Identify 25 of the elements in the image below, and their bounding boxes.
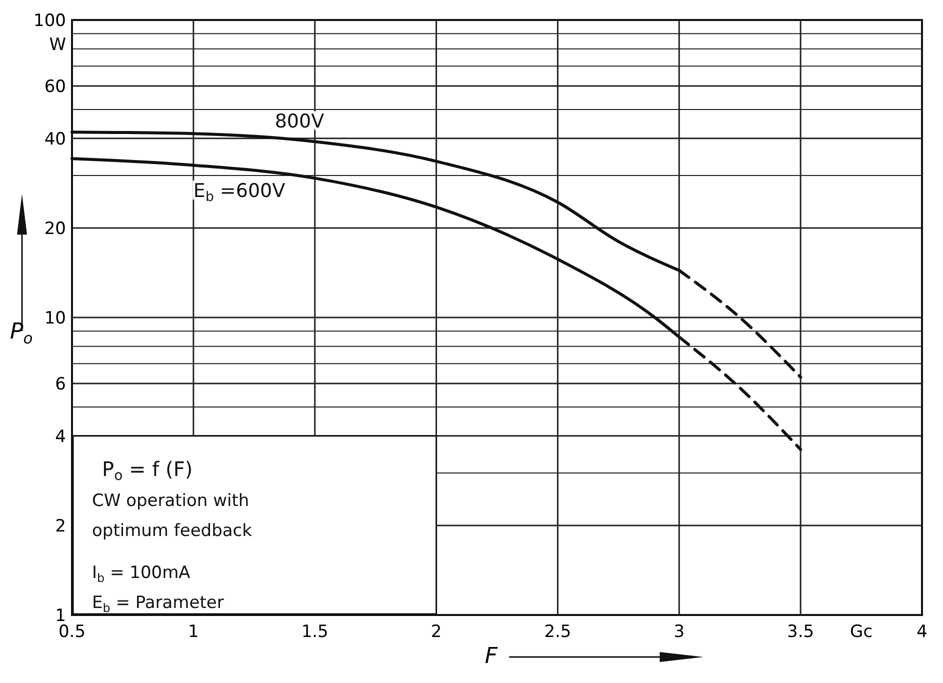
y-tick-label: 100: [34, 11, 66, 31]
series-label: E$_{b}$ =600V: [193, 180, 286, 206]
y-tick-label: 2: [55, 516, 66, 536]
y-tick-label: 60: [44, 77, 66, 97]
y-tick-label: 20: [44, 218, 66, 239]
x-tick-label: 0.5: [58, 622, 86, 642]
x-tick-label: 4: [916, 622, 928, 642]
x-tick-label: 1: [188, 622, 199, 642]
y-tick-label: 40: [44, 129, 66, 150]
text: W: [49, 35, 66, 55]
x-tick-label: 3: [674, 622, 685, 642]
annotation: optimum feedback: [92, 520, 252, 541]
y-tick-label: 6: [55, 374, 66, 394]
annotation: CW operation with: [92, 490, 250, 511]
text: Gc: [850, 622, 873, 642]
x-tick-label: 1.5: [301, 622, 328, 642]
annotation: P$_{o}$ = f (F): [102, 456, 193, 484]
x-tick-label: 2: [430, 622, 442, 642]
x-tick-label: 3.5: [787, 622, 814, 642]
y-tick-label: 10: [44, 308, 66, 328]
x-axis-title: F: [484, 644, 498, 669]
annotation: E$_{b}$ = Parameter: [92, 592, 224, 614]
y-tick-label: 4: [55, 426, 66, 447]
annotation: I$_{b}$ = 100mA: [92, 562, 191, 584]
x-tick-label: 2.5: [544, 622, 572, 642]
